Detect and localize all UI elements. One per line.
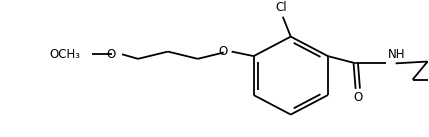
Text: Cl: Cl [275, 1, 287, 14]
Text: NH: NH [388, 48, 405, 61]
Text: O: O [218, 45, 228, 58]
Text: O: O [353, 92, 363, 104]
Text: OCH₃: OCH₃ [49, 48, 80, 61]
Text: O: O [107, 48, 116, 61]
